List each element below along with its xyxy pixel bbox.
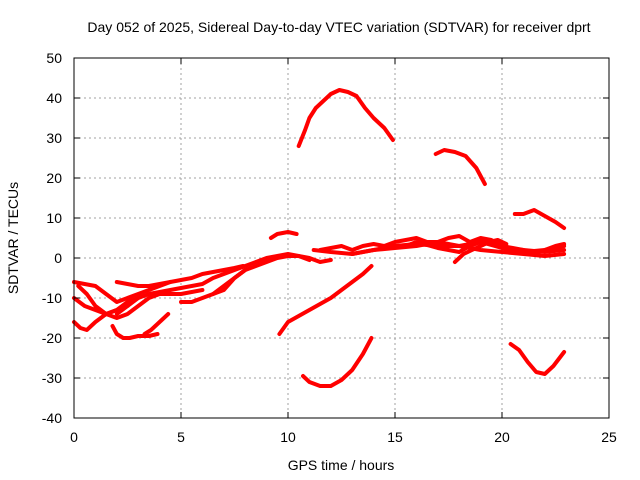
ticks: 0 5 10 15 20 25 -40 -30 -20 -10 0 10 20 30 40 50 — [42, 50, 617, 445]
series-sat-c — [72, 296, 141, 332]
x-tick-label: 5 — [177, 429, 185, 445]
series-sat-r — [433, 148, 487, 186]
y-tick-label: -40 — [42, 410, 62, 426]
series-sat-u — [301, 336, 374, 388]
series-sat-v — [508, 342, 567, 376]
series-sat-s — [512, 208, 567, 230]
y-tick-label: -30 — [42, 370, 62, 386]
series-sat-a — [72, 280, 173, 304]
x-axis-title: GPS time / hours — [288, 457, 395, 473]
y-tick-label: 10 — [46, 210, 62, 226]
x-tick-label: 25 — [601, 429, 617, 445]
series-sat-k — [268, 230, 299, 240]
series-sat-p — [452, 238, 509, 264]
series-sat-i — [179, 254, 333, 304]
series-sat-n — [350, 240, 567, 258]
plot-frame — [73, 57, 610, 419]
series-sat-g — [114, 264, 246, 288]
series-sat-o — [403, 240, 567, 254]
x-tick-label: 10 — [280, 429, 296, 445]
series-sat-j — [211, 268, 248, 296]
chart-title: Day 052 of 2025, Sidereal Day-to-day VTE… — [87, 19, 590, 35]
x-tick-label: 0 — [70, 429, 78, 445]
series-sat-d — [76, 284, 205, 320]
series-sat-q — [296, 88, 395, 148]
y-axis-title: SDTVAR / TECUs — [5, 182, 21, 294]
y-tick-label: 20 — [46, 170, 62, 186]
series-sat-t — [277, 264, 374, 336]
y-tick-label: 30 — [46, 130, 62, 146]
y-tick-label: 40 — [46, 90, 62, 106]
grid — [74, 58, 609, 418]
y-tick-label: -20 — [42, 330, 62, 346]
y-tick-label: 0 — [54, 250, 62, 266]
x-tick-label: 20 — [494, 429, 510, 445]
series-sat-f — [142, 312, 171, 336]
y-tick-label: -10 — [42, 290, 62, 306]
y-tick-label: 50 — [46, 50, 62, 66]
x-tick-label: 15 — [387, 429, 403, 445]
series-sat-e — [110, 324, 160, 340]
series-layer — [72, 88, 567, 388]
